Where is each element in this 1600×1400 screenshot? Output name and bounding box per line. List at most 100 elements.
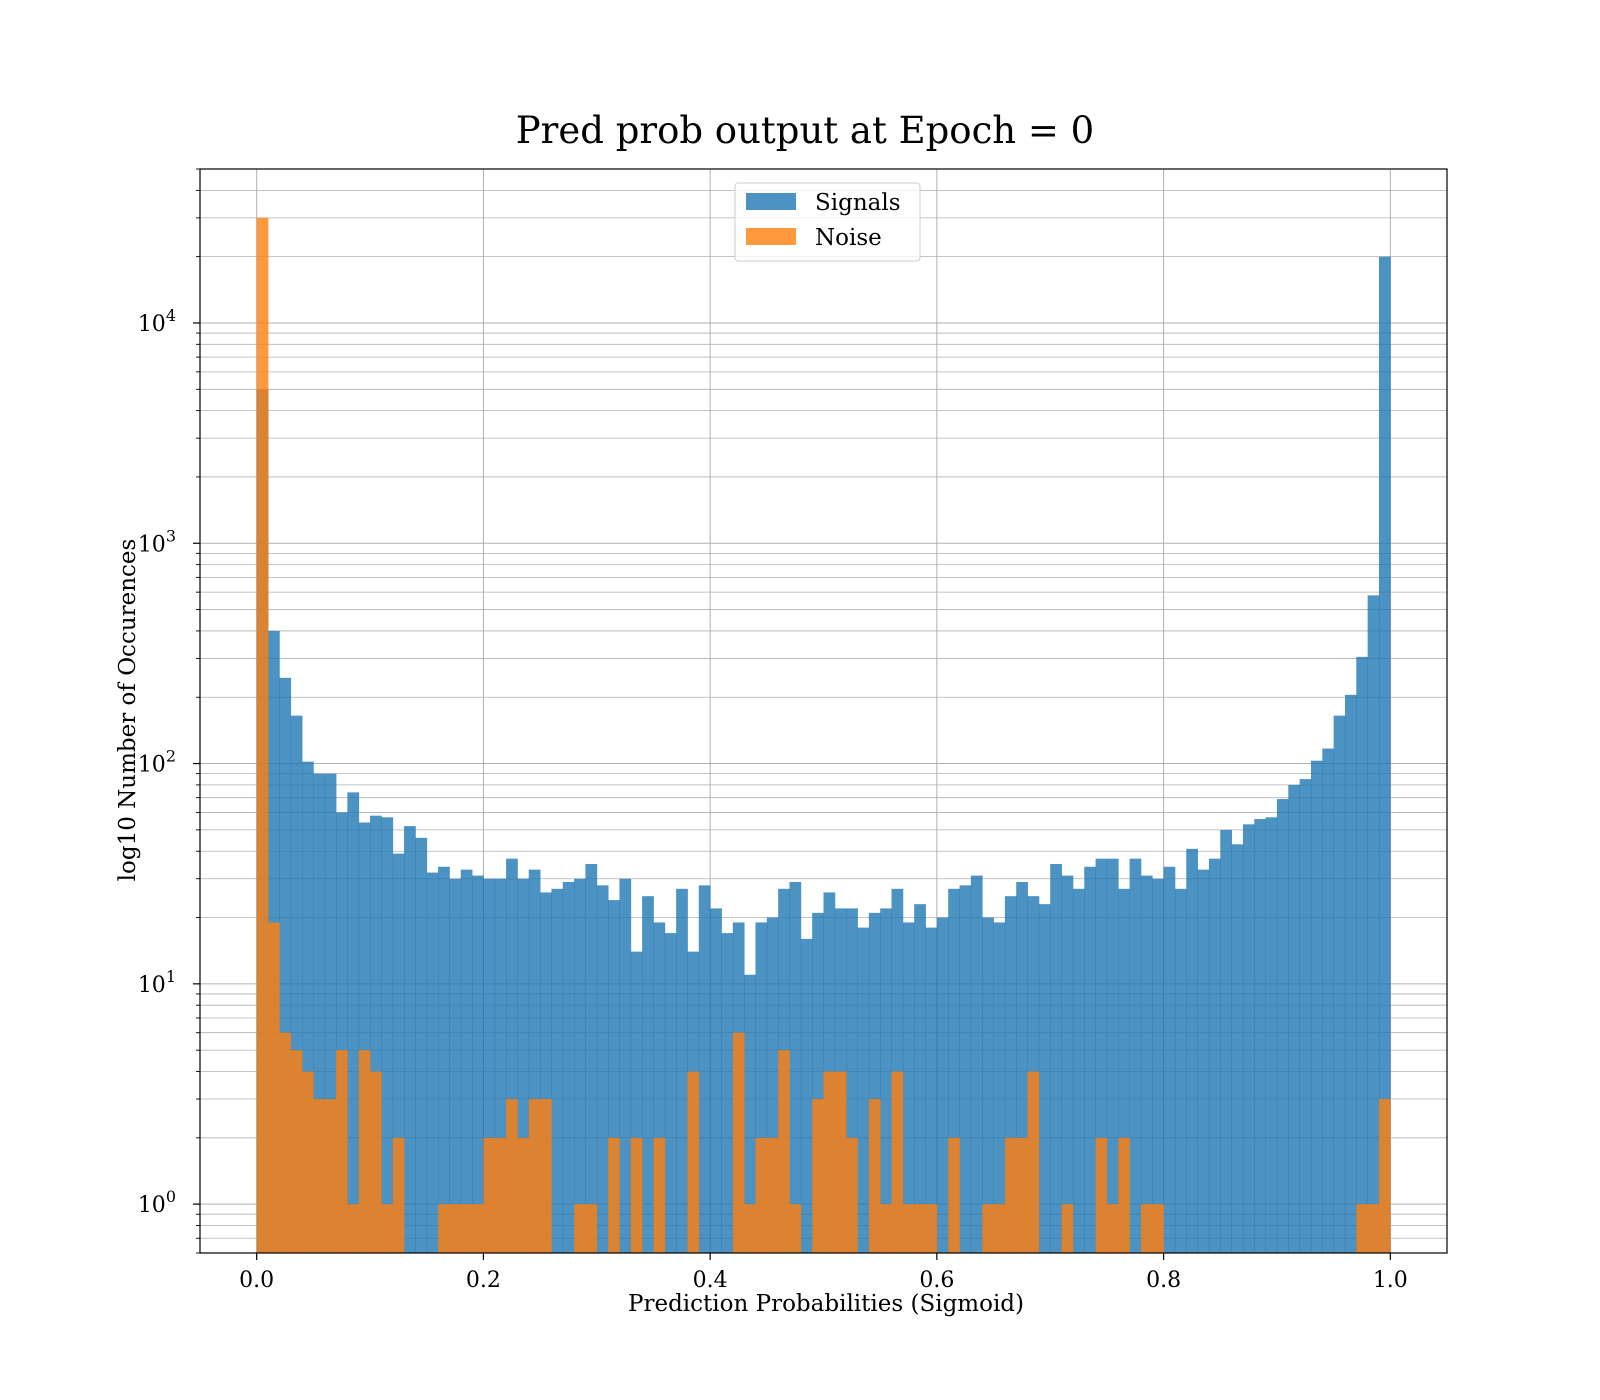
histogram-bar: [1095, 1137, 1108, 1253]
histogram-bar: [766, 917, 779, 1253]
histogram-bar: [540, 1099, 552, 1253]
histogram-bar: [347, 1204, 360, 1253]
histogram-bar: [1367, 595, 1380, 1253]
x-tick-label: 0.8: [1146, 1268, 1181, 1293]
histogram-bar: [744, 1204, 756, 1253]
histogram-bar: [891, 888, 904, 1253]
histogram-bar: [1378, 256, 1391, 1253]
histogram-bar: [880, 1204, 892, 1253]
legend-swatch-signals: [746, 193, 796, 210]
histogram-bar: [664, 933, 677, 1253]
histogram-bar: [279, 677, 292, 1253]
histogram-bar: [494, 878, 507, 1253]
histogram-bar: [982, 1204, 994, 1253]
x-tick-label: 0.4: [693, 1268, 728, 1293]
histogram-bar: [778, 1050, 790, 1253]
histogram-bar: [528, 869, 541, 1253]
histogram-bar: [1072, 888, 1085, 1253]
histogram-bar: [472, 875, 484, 1253]
histogram-bar: [404, 826, 416, 1253]
histogram-bar: [483, 1137, 496, 1253]
histogram-bar: [1254, 819, 1267, 1253]
histogram-bar: [1322, 748, 1335, 1253]
histogram-bar: [313, 773, 326, 1253]
histogram-bar: [868, 912, 881, 1253]
histogram-bar: [460, 869, 473, 1253]
histogram-bar: [630, 951, 643, 1253]
y-tick-label: 102: [138, 747, 176, 778]
histogram-bar: [812, 912, 824, 1253]
histogram-bar: [1197, 869, 1210, 1253]
histogram-bar: [925, 1204, 938, 1253]
histogram-bar: [1050, 863, 1062, 1253]
histogram-bar: [1004, 1137, 1017, 1253]
histogram-bar: [1016, 1137, 1028, 1253]
histogram-bar: [347, 792, 360, 1253]
histogram-bar: [415, 837, 428, 1253]
histogram-bar: [1016, 881, 1028, 1253]
histogram-bar: [1095, 858, 1108, 1253]
histogram-bar: [381, 1204, 394, 1253]
histogram-bar: [290, 1050, 303, 1253]
histogram-bar: [948, 888, 960, 1253]
histogram-bar: [608, 900, 620, 1253]
histogram-bar: [1061, 875, 1074, 1253]
y-tick-label: 100: [138, 1187, 176, 1218]
histogram-bar: [1310, 760, 1323, 1253]
histogram-bar: [472, 1204, 484, 1253]
histogram-bar: [936, 917, 949, 1253]
histogram-bar: [1276, 799, 1289, 1253]
histogram-bar: [256, 217, 269, 1254]
histogram-bar: [1163, 866, 1176, 1253]
legend: Signals Noise: [734, 182, 921, 262]
histogram-bar: [540, 892, 552, 1253]
histogram-bar: [653, 1137, 666, 1253]
histogram-bar: [914, 904, 926, 1253]
histogram-bar: [358, 1050, 371, 1253]
histogram-bar: [993, 1204, 1006, 1253]
histogram-bar: [698, 885, 711, 1253]
histogram-bar: [721, 933, 734, 1253]
histogram-bar: [1027, 1071, 1040, 1253]
histogram-bar: [948, 1137, 960, 1253]
histogram-bar: [1004, 896, 1017, 1253]
histogram-bar: [562, 881, 575, 1253]
histogram-bar: [585, 1204, 598, 1253]
chart-title: Pred prob output at Epoch = 0: [516, 109, 1094, 152]
histogram-bar: [880, 908, 892, 1253]
histogram-bar: [1220, 829, 1233, 1253]
histogram-bar: [392, 853, 405, 1253]
histogram-bar: [1084, 866, 1096, 1253]
x-tick-label: 0.6: [919, 1268, 954, 1293]
histogram-bar: [1152, 1204, 1164, 1253]
histogram-bar: [902, 1204, 915, 1253]
histogram-bar: [506, 1099, 518, 1253]
histogram-bar: [732, 1032, 745, 1253]
legend-label-noise: Noise: [815, 225, 882, 251]
histogram-bar: [302, 761, 314, 1253]
y-tick-label: 101: [138, 967, 176, 998]
plot-frame: [199, 168, 1448, 1254]
histogram-bar: [687, 1071, 700, 1253]
histogram-bar: [438, 866, 450, 1253]
histogram-bar: [290, 715, 303, 1253]
histogram-bar: [608, 1137, 620, 1253]
histogram-bar: [1061, 1204, 1074, 1253]
histogram-bar: [438, 1204, 450, 1253]
histogram-bar: [902, 922, 915, 1253]
histogram-bar: [993, 922, 1006, 1253]
histogram-bar: [653, 922, 666, 1253]
histogram-bar: [1356, 1204, 1369, 1253]
histogram-bar: [676, 888, 688, 1253]
histogram-bar: [914, 1204, 926, 1253]
histogram-bar: [1242, 824, 1255, 1253]
histogram-bar: [1299, 779, 1312, 1253]
histogram-bar: [1174, 888, 1187, 1253]
histogram-bar: [370, 815, 382, 1253]
histogram-bar: [1106, 858, 1119, 1253]
histogram-bar: [766, 1137, 779, 1253]
histogram-bar: [1129, 858, 1142, 1253]
histogram-bar: [1106, 1204, 1119, 1253]
histogram-bar: [1288, 784, 1301, 1253]
histogram-bar: [857, 927, 870, 1253]
